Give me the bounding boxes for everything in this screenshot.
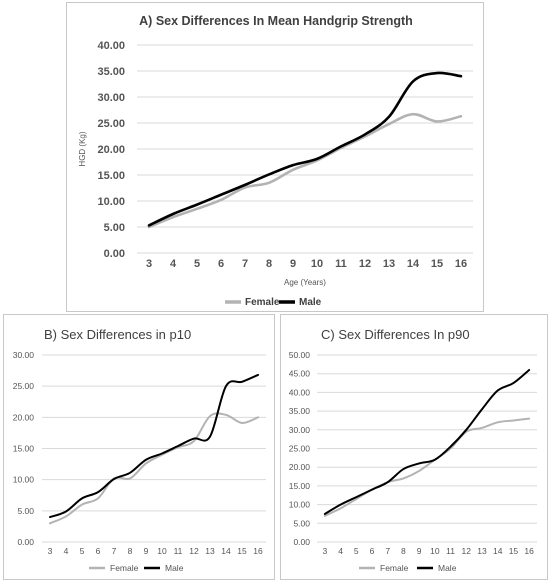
x-tick-label: 11 [335, 258, 347, 270]
x-tick-label: 8 [401, 546, 406, 556]
x-tick-label: 9 [290, 258, 296, 270]
x-tick-label: 15 [237, 546, 247, 556]
x-tick-label: 7 [242, 258, 248, 270]
y-tick-label: 30.00 [289, 425, 311, 435]
legend-label-female: Female [245, 297, 280, 308]
y-tick-label: 0.00 [17, 537, 34, 547]
x-tick-label: 14 [493, 546, 503, 556]
x-tick-label: 16 [253, 546, 263, 556]
x-tick-label: 3 [48, 546, 53, 556]
x-tick-label: 12 [359, 258, 371, 270]
y-tick-label: 15.00 [97, 170, 125, 182]
x-tick-label: 12 [189, 546, 199, 556]
x-tick-label: 7 [385, 546, 390, 556]
series-line-female [323, 417, 531, 517]
x-tick-label: 14 [407, 258, 420, 270]
x-tick-label: 13 [383, 258, 395, 270]
chart-title: A) Sex Differences In Mean Handgrip Stre… [139, 14, 413, 28]
x-tick-label: 5 [194, 258, 200, 270]
chart-panel-c: C) Sex Differences In p90 0.00 5.00 10.00 15… [280, 314, 548, 580]
y-tick-label: 25.00 [13, 381, 35, 391]
y-tick-label: 45.00 [289, 369, 311, 379]
x-tick-label: 16 [455, 258, 467, 270]
x-tick-label: 7 [112, 546, 117, 556]
x-tick-label: 10 [311, 258, 323, 270]
x-tick-label: 15 [431, 258, 443, 270]
x-tick-label: 14 [221, 546, 231, 556]
chart-title: C) Sex Differences In p90 [321, 327, 470, 342]
x-tick-label: 12 [462, 546, 472, 556]
x-tick-label: 3 [322, 546, 327, 556]
chart-panel-b: B) Sex Differences in p10 0.00 5.00 10.00 15… [3, 314, 275, 580]
y-tick-label: 40.00 [97, 40, 125, 52]
x-tick-label: 11 [446, 546, 455, 556]
chart-c-svg: C) Sex Differences In p90 0.00 5.00 10.00 15… [289, 327, 537, 573]
x-tick-label: 5 [354, 546, 359, 556]
y-tick-label: 25.00 [289, 443, 311, 453]
x-tick-label: 5 [80, 546, 85, 556]
series-line-female [147, 112, 463, 229]
y-tick-label: 25.00 [97, 118, 125, 130]
y-tick-label: 5.00 [104, 222, 125, 234]
y-tick-label: 10.00 [289, 500, 311, 510]
y-tick-label: 15.00 [289, 481, 311, 491]
y-tick-label: 20.00 [97, 144, 125, 156]
y-tick-label: 20.00 [13, 412, 35, 422]
x-tick-label: 10 [157, 546, 167, 556]
series-line-female [49, 412, 259, 525]
x-tick-label: 11 [174, 546, 183, 556]
x-tick-label: 6 [218, 258, 224, 270]
y-tick-label: 0.00 [104, 248, 125, 260]
x-tick-label: 9 [144, 546, 149, 556]
chart-a-svg: A) Sex Differences In Mean Handgrip Stre… [78, 14, 473, 308]
x-tick-label: 8 [266, 258, 272, 270]
y-tick-label: 40.00 [289, 387, 311, 397]
legend-label-male: Male [438, 563, 457, 573]
chart-b-svg: B) Sex Differences in p10 0.00 5.00 10.00 15… [13, 327, 266, 573]
x-tick-label: 15 [509, 546, 519, 556]
chart-panel-a: A) Sex Differences In Mean Handgrip Stre… [66, 2, 484, 312]
y-tick-label: 10.00 [97, 196, 125, 208]
chart-title: B) Sex Differences in p10 [44, 327, 191, 342]
x-tick-label: 4 [64, 546, 69, 556]
y-tick-label: 50.00 [289, 350, 311, 360]
y-tick-label: 5.00 [293, 518, 310, 528]
series-line-male [323, 368, 531, 515]
y-tick-label: 5.00 [17, 506, 34, 516]
x-tick-label: 4 [338, 546, 343, 556]
x-tick-label: 10 [430, 546, 440, 556]
y-axis-label: HGD (Kg) [78, 131, 87, 166]
x-tick-label: 16 [524, 546, 534, 556]
x-axis-label: Age (Years) [284, 278, 326, 287]
legend-label-male: Male [299, 297, 322, 308]
x-tick-label: 6 [96, 546, 101, 556]
y-tick-label: 0.00 [293, 537, 310, 547]
x-tick-label: 6 [370, 546, 375, 556]
x-tick-label: 4 [170, 258, 177, 270]
series-line-male [147, 71, 463, 227]
y-tick-label: 30.00 [97, 92, 125, 104]
y-tick-label: 15.00 [13, 443, 35, 453]
x-tick-label: 8 [128, 546, 133, 556]
x-tick-label: 3 [146, 258, 152, 270]
y-tick-label: 10.00 [13, 475, 35, 485]
legend-label-female: Female [110, 563, 139, 573]
y-tick-label: 35.00 [289, 406, 311, 416]
y-tick-label: 30.00 [13, 350, 35, 360]
x-tick-label: 9 [417, 546, 422, 556]
y-tick-label: 20.00 [289, 462, 311, 472]
legend-label-male: Male [165, 563, 184, 573]
legend-label-female: Female [380, 563, 409, 573]
y-tick-label: 35.00 [97, 66, 125, 78]
series-line-male [49, 373, 259, 519]
x-tick-label: 13 [477, 546, 487, 556]
x-tick-label: 13 [205, 546, 215, 556]
